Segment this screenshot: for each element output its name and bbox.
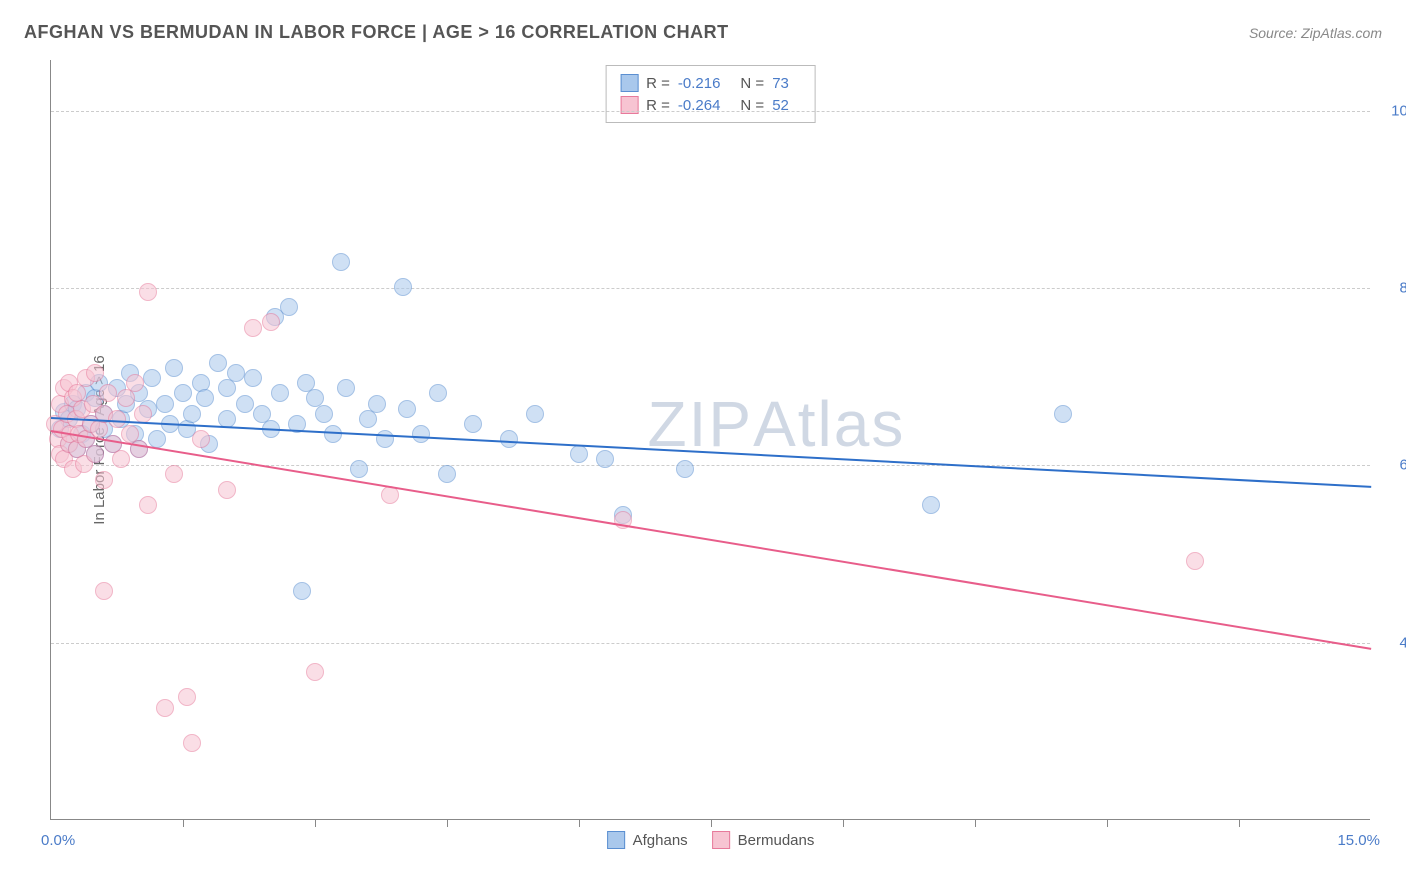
data-point (922, 496, 940, 514)
scatter-plot: ZIPAtlas In Labor Force | Age > 16 0.0% … (50, 60, 1370, 820)
data-point (398, 400, 416, 418)
data-point (570, 445, 588, 463)
y-tick-label: 47.5% (1399, 634, 1406, 651)
data-point (183, 405, 201, 423)
data-point (244, 369, 262, 387)
y-tick-label: 100.0% (1391, 102, 1406, 119)
data-point (1186, 552, 1204, 570)
data-point (95, 582, 113, 600)
data-point (156, 395, 174, 413)
data-point (165, 359, 183, 377)
data-point (134, 405, 152, 423)
legend-series-item: Afghans (607, 831, 688, 849)
data-point (126, 374, 144, 392)
gridline (51, 288, 1370, 289)
data-point (183, 734, 201, 752)
trendline (51, 430, 1371, 650)
data-point (196, 389, 214, 407)
data-point (244, 319, 262, 337)
x-tick (183, 819, 184, 827)
data-point (500, 430, 518, 448)
data-point (178, 688, 196, 706)
series-legend: Afghans Bermudans (607, 831, 815, 849)
gridline (51, 111, 1370, 112)
data-point (156, 699, 174, 717)
data-point (394, 278, 412, 296)
data-point (280, 298, 298, 316)
x-axis-max-label: 15.0% (1337, 832, 1380, 849)
x-tick (579, 819, 580, 827)
data-point (359, 410, 377, 428)
data-point (315, 405, 333, 423)
data-point (332, 253, 350, 271)
data-point (86, 364, 104, 382)
data-point (174, 384, 192, 402)
x-tick (711, 819, 712, 827)
data-point (227, 364, 245, 382)
data-point (143, 369, 161, 387)
y-tick-label: 65.0% (1399, 457, 1406, 474)
data-point (376, 430, 394, 448)
legend-stat-row: R = -0.216 N = 73 (620, 72, 801, 94)
data-point (271, 384, 289, 402)
x-tick (1107, 819, 1108, 827)
data-point (90, 420, 108, 438)
data-point (148, 430, 166, 448)
stat-n-value: 73 (772, 75, 789, 92)
x-tick (315, 819, 316, 827)
data-point (117, 389, 135, 407)
chart-title: AFGHAN VS BERMUDAN IN LABOR FORCE | AGE … (24, 22, 729, 43)
legend-series-label: Afghans (633, 832, 688, 849)
legend-swatch (620, 74, 638, 92)
data-point (438, 465, 456, 483)
data-point (218, 379, 236, 397)
data-point (1054, 405, 1072, 423)
x-tick (843, 819, 844, 827)
data-point (412, 425, 430, 443)
gridline (51, 643, 1370, 644)
data-point (337, 379, 355, 397)
data-point (368, 395, 386, 413)
legend-stat-row: R = -0.264N = 52 (620, 94, 801, 116)
x-tick (975, 819, 976, 827)
data-point (86, 445, 104, 463)
legend-swatch (712, 831, 730, 849)
data-point (464, 415, 482, 433)
x-tick (447, 819, 448, 827)
data-point (526, 405, 544, 423)
data-point (108, 410, 126, 428)
y-tick-label: 82.5% (1399, 280, 1406, 297)
trendline (51, 417, 1371, 488)
correlation-legend: R = -0.216 N = 73 R = -0.264N = 52 (605, 65, 816, 123)
legend-swatch (607, 831, 625, 849)
source-attribution: Source: ZipAtlas.com (1249, 25, 1382, 41)
data-point (262, 313, 280, 331)
data-point (218, 481, 236, 499)
legend-series-label: Bermudans (738, 832, 815, 849)
stat-n-label: N = (740, 75, 764, 92)
data-point (165, 465, 183, 483)
data-point (139, 283, 157, 301)
x-axis-min-label: 0.0% (41, 832, 75, 849)
data-point (112, 450, 130, 468)
data-point (209, 354, 227, 372)
data-point (293, 582, 311, 600)
data-point (99, 384, 117, 402)
gridline (51, 465, 1370, 466)
data-point (139, 496, 157, 514)
stat-r-value: -0.216 (678, 75, 721, 92)
x-tick (1239, 819, 1240, 827)
legend-series-item: Bermudans (712, 831, 815, 849)
data-point (306, 663, 324, 681)
data-point (429, 384, 447, 402)
stat-r-label: R = (646, 75, 670, 92)
data-point (236, 395, 254, 413)
data-point (350, 460, 368, 478)
data-point (596, 450, 614, 468)
data-point (95, 471, 113, 489)
data-point (676, 460, 694, 478)
data-point (192, 430, 210, 448)
